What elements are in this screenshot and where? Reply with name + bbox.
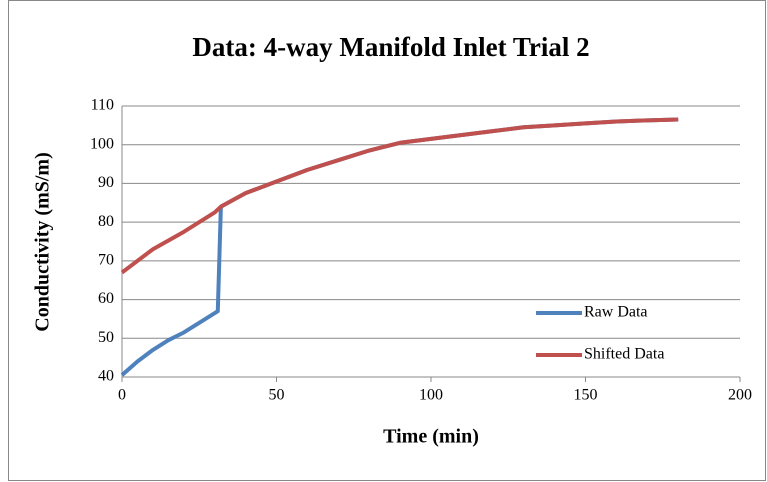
x-tick-label: 50 [269, 387, 285, 404]
y-tick-label: 50 [98, 329, 114, 346]
y-tick-label: 80 [98, 213, 114, 230]
data-line [120, 117, 679, 275]
y-tick-label: 40 [98, 368, 114, 385]
x-axis-label: Time (min) [383, 426, 479, 448]
y-tick-label: 110 [91, 97, 114, 114]
y-tick-label: 100 [90, 135, 114, 152]
x-tick-label: 150 [574, 387, 598, 404]
legend-label: Shifted Data [584, 346, 664, 363]
x-tick-label: 200 [728, 387, 752, 404]
chart-border [8, 0, 766, 481]
legend-label: Raw Data [584, 304, 648, 321]
y-tick-label: 60 [98, 290, 114, 307]
y-tick-label: 90 [98, 174, 114, 191]
x-tick-label: 100 [419, 387, 443, 404]
chart-title: Data: 4-way Manifold Inlet Trial 2 [192, 32, 589, 62]
x-tick-label: 0 [118, 387, 126, 404]
y-tick-label: 70 [98, 252, 114, 269]
y-axis-label: Conductivity (mS/m) [32, 152, 54, 331]
